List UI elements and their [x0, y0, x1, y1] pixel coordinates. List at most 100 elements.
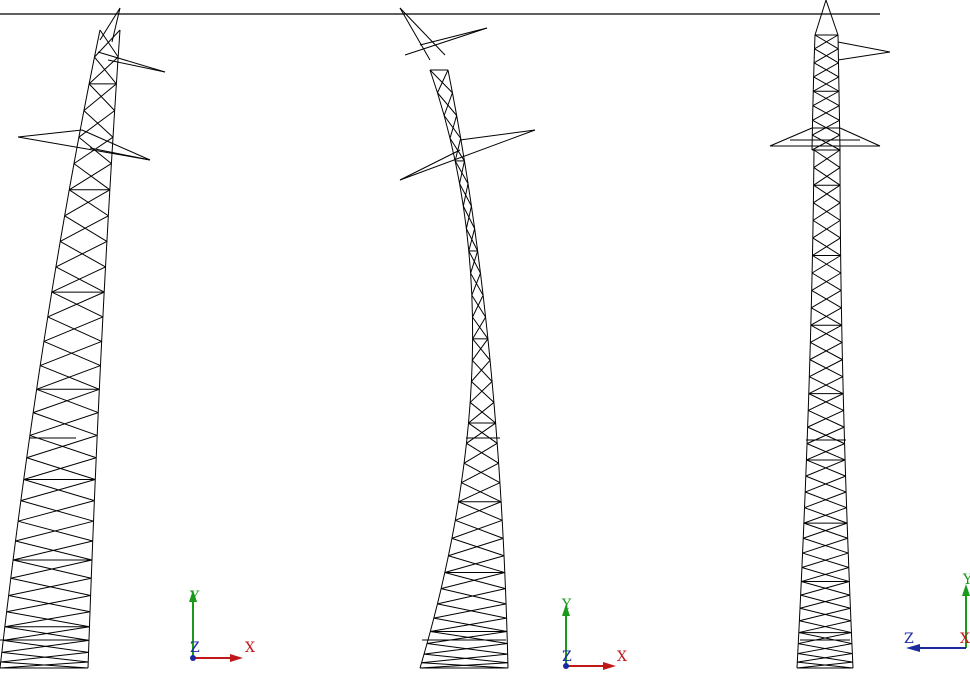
cross-arm — [81, 129, 151, 161]
leg — [482, 295, 487, 318]
brace — [430, 630, 508, 645]
leg — [470, 360, 473, 382]
brace — [472, 338, 491, 361]
leg — [10, 559, 14, 579]
z-axis-dot — [190, 655, 196, 661]
brace — [804, 507, 848, 524]
brace — [83, 83, 117, 112]
brace — [472, 295, 484, 318]
brace — [472, 316, 489, 340]
leg — [798, 608, 801, 621]
leg — [93, 29, 101, 58]
leg — [468, 250, 472, 274]
leg — [83, 83, 90, 111]
leg — [498, 463, 501, 483]
axis-label: X — [245, 640, 255, 656]
brace — [449, 115, 458, 139]
leg — [73, 137, 80, 164]
brace — [458, 482, 501, 503]
brace — [801, 567, 850, 583]
leg — [103, 266, 107, 293]
leg — [93, 479, 96, 501]
leg — [454, 160, 461, 184]
brace — [811, 272, 842, 291]
top-arm — [404, 27, 488, 56]
leg — [462, 206, 467, 229]
leg — [444, 555, 449, 573]
top-arm — [837, 41, 891, 53]
leg — [468, 402, 471, 424]
brace — [421, 662, 509, 669]
brace — [797, 653, 853, 663]
brace — [813, 184, 841, 204]
leg — [850, 620, 852, 633]
leg — [115, 56, 119, 84]
leg — [68, 163, 75, 190]
brace — [471, 273, 481, 296]
brace — [12, 559, 92, 579]
brace — [806, 459, 846, 477]
brace — [471, 359, 491, 382]
brace — [43, 340, 101, 367]
brace — [1, 651, 89, 663]
brace — [462, 205, 476, 229]
brace — [812, 255, 842, 274]
cross-arm — [459, 129, 536, 141]
leg — [117, 29, 121, 58]
axis-label: Z — [904, 631, 914, 647]
brace — [799, 620, 852, 634]
leg — [848, 567, 850, 582]
brace — [459, 183, 472, 207]
brace — [471, 381, 495, 403]
brace — [454, 138, 462, 162]
brace — [33, 412, 98, 436]
leg — [845, 492, 848, 508]
brace — [465, 228, 479, 252]
leg — [433, 603, 438, 619]
brace — [803, 522, 848, 539]
brace — [468, 250, 481, 274]
leg — [443, 115, 451, 139]
brace — [64, 189, 111, 217]
brace — [809, 376, 844, 395]
leg — [4, 611, 8, 627]
brace — [451, 519, 503, 539]
leg — [477, 250, 481, 274]
axis-label: X — [960, 631, 970, 647]
arrow-head — [230, 654, 243, 662]
leg — [479, 273, 484, 296]
leg — [470, 206, 476, 229]
arrow-head — [603, 662, 616, 670]
leg — [804, 492, 806, 508]
leg — [109, 163, 112, 190]
leg — [447, 538, 453, 556]
brace — [811, 290, 842, 309]
leg — [467, 183, 472, 207]
leg — [493, 402, 497, 424]
leg — [495, 423, 498, 444]
brace — [444, 555, 505, 574]
brace — [810, 324, 843, 343]
brace — [461, 482, 502, 503]
leg — [55, 241, 61, 268]
brace — [437, 69, 449, 93]
leg — [808, 359, 811, 377]
leg — [23, 457, 28, 480]
leg — [845, 476, 847, 493]
towers — [0, 0, 891, 669]
brace — [426, 643, 508, 655]
top-arm — [97, 51, 166, 73]
leg — [51, 266, 57, 293]
leg — [491, 381, 495, 403]
leg — [804, 476, 807, 493]
leg — [799, 595, 802, 609]
leg — [469, 381, 472, 403]
leg — [807, 393, 810, 411]
leg — [426, 631, 431, 644]
brace — [68, 163, 112, 191]
leg — [471, 295, 473, 318]
leg — [440, 572, 446, 589]
brace — [47, 316, 102, 342]
brace — [29, 434, 97, 459]
